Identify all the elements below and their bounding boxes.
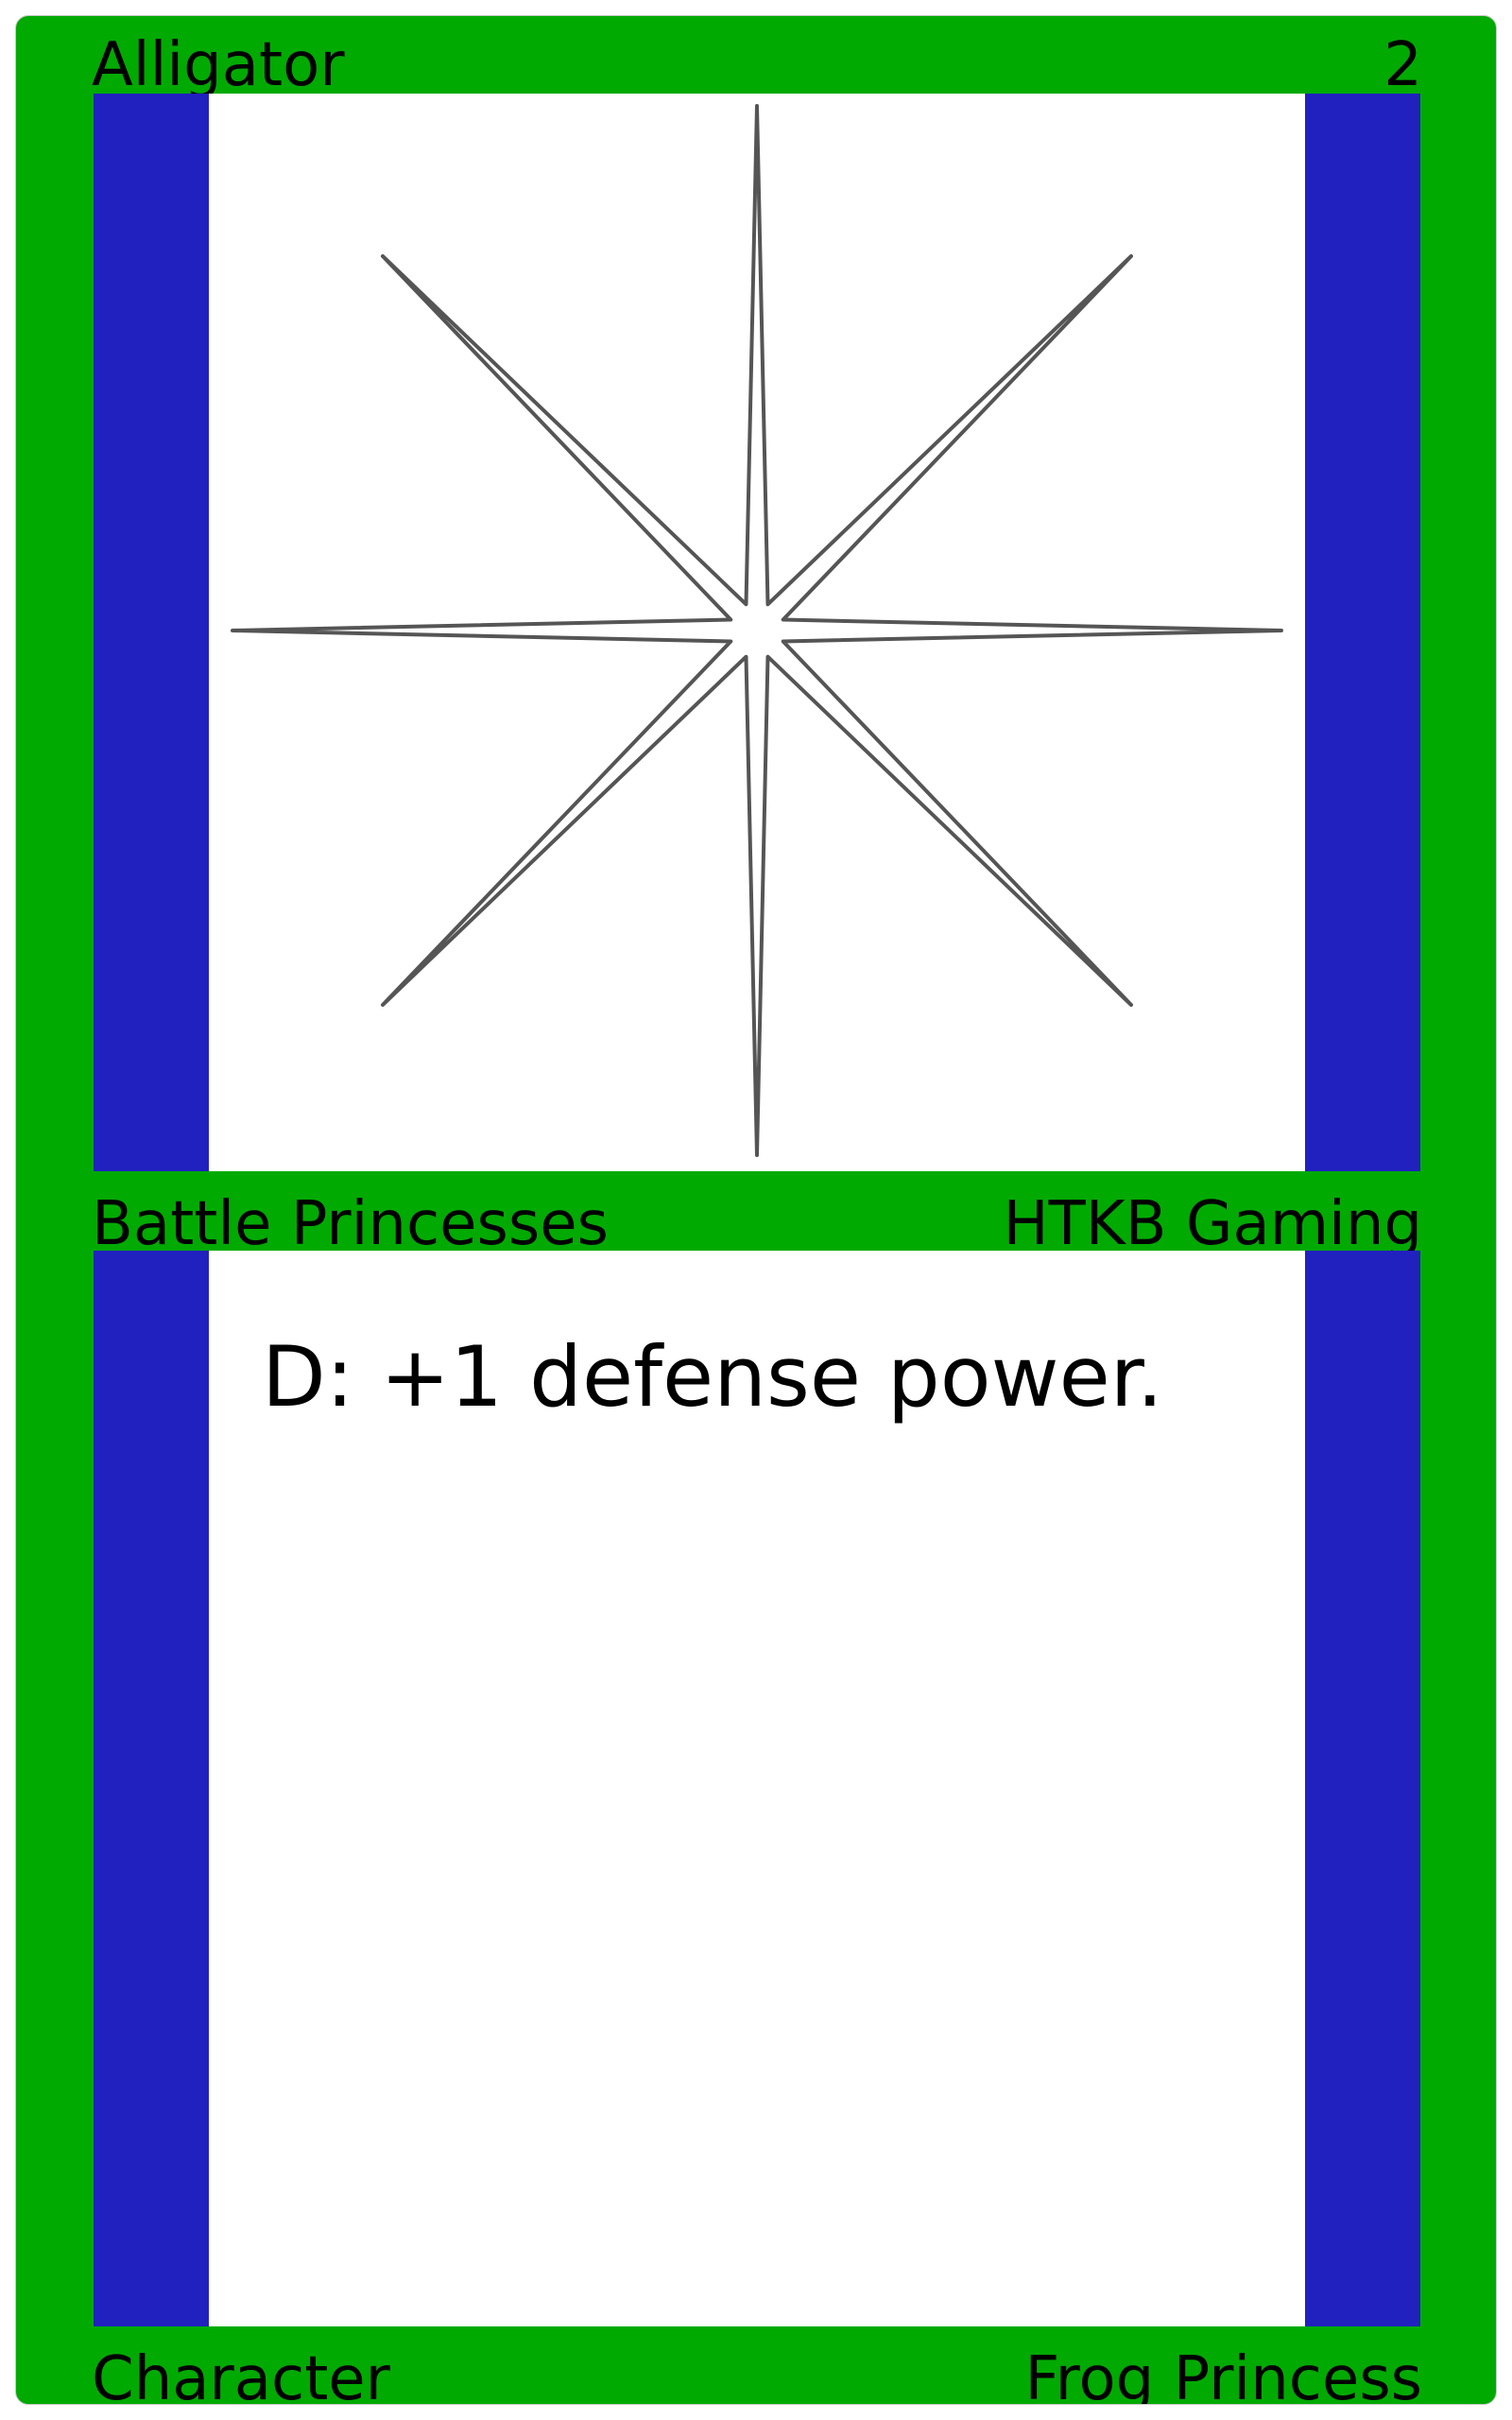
card-subtype: Frog Princess <box>1024 2344 1422 2405</box>
game-card[interactable]: Alligator 2 Battle Princesses HTKB Gamin… <box>15 15 1497 2405</box>
card-cost: 2 <box>1383 30 1422 100</box>
card-type: Character <box>92 2344 390 2405</box>
ability-text: D: +1 defense power. <box>262 1328 1163 1426</box>
art-area <box>209 94 1305 1171</box>
card-name: Alligator <box>92 30 345 100</box>
publisher-name: HTKB Gaming <box>1003 1189 1422 1259</box>
eight-point-star-icon <box>231 104 1283 1157</box>
text-panel: D: +1 defense power. <box>94 1251 1420 2326</box>
set-name: Battle Princesses <box>92 1189 609 1259</box>
art-panel <box>94 94 1420 1171</box>
text-area: D: +1 defense power. <box>209 1251 1305 2326</box>
